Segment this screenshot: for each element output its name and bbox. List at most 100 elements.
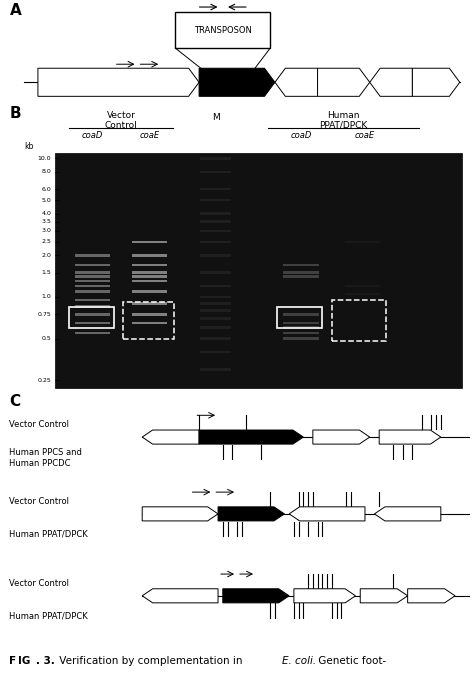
Bar bbox=[75, 280, 110, 282]
Bar bbox=[283, 331, 319, 334]
Text: coaE: coaE bbox=[355, 131, 375, 140]
Text: 1.5: 1.5 bbox=[41, 270, 51, 275]
Text: coaE: coaE bbox=[139, 131, 159, 140]
Text: yacF: yacF bbox=[313, 591, 331, 601]
Polygon shape bbox=[218, 507, 284, 521]
Bar bbox=[69, 307, 114, 328]
Text: 6.0: 6.0 bbox=[41, 187, 51, 192]
Bar bbox=[132, 290, 167, 293]
Polygon shape bbox=[199, 69, 275, 96]
Bar bbox=[75, 284, 110, 287]
Text: 1.0: 1.0 bbox=[41, 295, 51, 300]
Text: A: A bbox=[9, 3, 21, 18]
Bar bbox=[283, 264, 319, 266]
Bar bbox=[277, 307, 322, 328]
Text: 5.0: 5.0 bbox=[41, 198, 51, 203]
Text: Human PPAT/DPCK: Human PPAT/DPCK bbox=[9, 612, 88, 621]
Bar bbox=[200, 220, 231, 223]
Text: guaC: guaC bbox=[175, 591, 195, 601]
Text: C: C bbox=[9, 394, 20, 408]
Bar bbox=[200, 199, 231, 201]
Bar bbox=[75, 331, 110, 334]
Bar bbox=[345, 293, 380, 295]
Bar bbox=[200, 241, 231, 243]
Bar bbox=[132, 271, 167, 274]
Bar bbox=[283, 327, 319, 329]
Bar bbox=[132, 254, 167, 257]
Text: Human PPAT/DPCK: Human PPAT/DPCK bbox=[9, 530, 88, 539]
Bar bbox=[283, 313, 319, 316]
Bar bbox=[200, 295, 231, 298]
Bar bbox=[132, 280, 167, 282]
Bar bbox=[200, 271, 231, 274]
Text: 0.5: 0.5 bbox=[41, 336, 51, 341]
Polygon shape bbox=[313, 430, 370, 444]
Polygon shape bbox=[199, 430, 303, 444]
Polygon shape bbox=[318, 69, 370, 96]
Text: Genetic foot-: Genetic foot- bbox=[315, 656, 386, 666]
Polygon shape bbox=[379, 430, 441, 444]
Polygon shape bbox=[142, 507, 218, 521]
Text: E. coli.: E. coli. bbox=[282, 656, 316, 666]
Text: B: B bbox=[9, 106, 21, 121]
Bar bbox=[132, 322, 167, 324]
Bar bbox=[283, 338, 319, 340]
Bar bbox=[283, 271, 319, 274]
Polygon shape bbox=[142, 589, 218, 603]
Text: 2.5: 2.5 bbox=[41, 239, 51, 244]
Text: 10.0: 10.0 bbox=[37, 156, 51, 161]
Text: F: F bbox=[9, 656, 17, 666]
Bar bbox=[200, 351, 231, 354]
Bar bbox=[200, 284, 231, 287]
Bar bbox=[283, 275, 319, 278]
Text: rpmG: rpmG bbox=[402, 509, 423, 518]
Bar bbox=[132, 313, 167, 316]
Text: dut: dut bbox=[332, 432, 345, 441]
Bar bbox=[200, 157, 231, 160]
Bar bbox=[200, 317, 231, 320]
Polygon shape bbox=[374, 507, 441, 521]
Bar bbox=[75, 264, 110, 266]
Bar bbox=[200, 309, 231, 311]
Text: 3.0: 3.0 bbox=[41, 228, 51, 233]
Bar bbox=[75, 275, 110, 278]
Text: . 3.: . 3. bbox=[36, 656, 55, 666]
Text: 0.75: 0.75 bbox=[37, 312, 51, 317]
Polygon shape bbox=[289, 507, 365, 521]
Text: mutM: mutM bbox=[321, 509, 343, 518]
Text: TRANSPOSON: TRANSPOSON bbox=[194, 26, 252, 35]
Bar bbox=[75, 299, 110, 301]
Bar bbox=[75, 271, 110, 274]
Text: 0.25: 0.25 bbox=[37, 378, 51, 383]
Bar bbox=[200, 170, 231, 173]
Text: GeneA: GeneA bbox=[217, 78, 252, 87]
Bar bbox=[332, 300, 386, 341]
Polygon shape bbox=[408, 589, 455, 603]
Text: yacG: yacG bbox=[372, 591, 391, 601]
Bar bbox=[200, 212, 231, 215]
Text: Verification by complementation in: Verification by complementation in bbox=[56, 656, 246, 666]
Polygon shape bbox=[412, 69, 460, 96]
Bar bbox=[123, 302, 174, 338]
Bar bbox=[200, 302, 231, 304]
Polygon shape bbox=[142, 430, 199, 444]
Text: kdtA: kdtA bbox=[169, 509, 186, 518]
Bar bbox=[75, 305, 110, 308]
Polygon shape bbox=[275, 69, 318, 96]
Text: M: M bbox=[212, 113, 219, 122]
Bar bbox=[55, 153, 462, 388]
Text: 4.0: 4.0 bbox=[41, 211, 51, 216]
Text: 2.0: 2.0 bbox=[41, 253, 51, 257]
Text: IG: IG bbox=[18, 656, 30, 666]
Bar bbox=[132, 302, 167, 304]
Polygon shape bbox=[294, 589, 356, 603]
Text: coaE: coaE bbox=[243, 591, 264, 601]
Text: Vector Control: Vector Control bbox=[9, 497, 70, 506]
Text: 3.5: 3.5 bbox=[41, 219, 51, 224]
Bar bbox=[75, 290, 110, 293]
Polygon shape bbox=[223, 589, 289, 603]
Bar bbox=[283, 322, 319, 324]
Text: Human PPCS and
Human PPCDC: Human PPCS and Human PPCDC bbox=[9, 448, 82, 468]
Bar bbox=[200, 368, 231, 371]
Bar bbox=[175, 12, 270, 48]
